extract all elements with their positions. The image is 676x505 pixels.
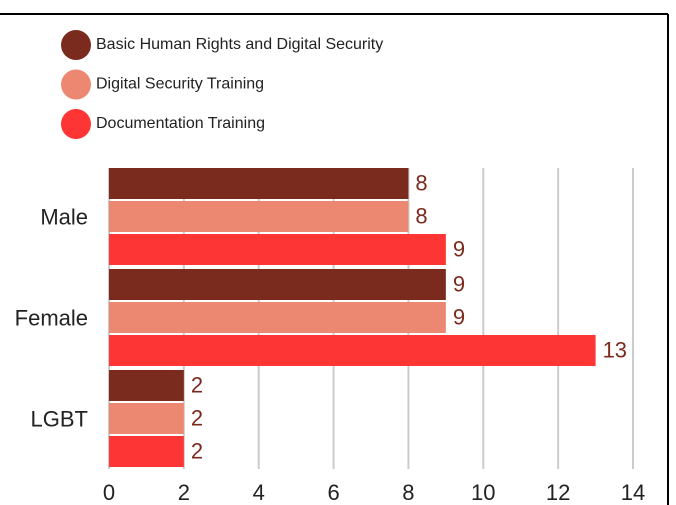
- x-tick-label: 0: [103, 480, 115, 505]
- bar: [109, 436, 184, 467]
- legend-label: Digital Security Training: [96, 76, 264, 93]
- category-label: Female: [15, 305, 88, 330]
- legend-marker: [61, 30, 91, 60]
- bar: [109, 403, 184, 434]
- value-label: 2: [191, 438, 203, 463]
- x-tick-label: 14: [621, 480, 645, 505]
- value-label: 9: [453, 304, 465, 329]
- category-label: LGBT: [31, 406, 88, 431]
- value-label: 13: [603, 337, 627, 362]
- legend-marker: [61, 109, 91, 139]
- bar: [109, 302, 446, 333]
- bar: [109, 370, 184, 401]
- value-label: 8: [415, 203, 427, 228]
- value-label: 8: [415, 170, 427, 195]
- x-tick-label: 8: [402, 480, 414, 505]
- x-tick-label: 10: [471, 480, 495, 505]
- category-label: Male: [40, 204, 88, 229]
- x-tick-label: 6: [327, 480, 339, 505]
- value-label: 2: [191, 405, 203, 430]
- legend-marker: [61, 69, 91, 100]
- value-label: 9: [453, 236, 465, 261]
- legend-label: Basic Human Rights and Digital Security: [96, 36, 383, 53]
- x-tick-label: 2: [178, 480, 190, 505]
- value-label: 2: [191, 372, 203, 397]
- bar: [109, 234, 446, 265]
- x-tick-label: 12: [546, 480, 570, 505]
- x-tick-label: 4: [253, 480, 265, 505]
- bar: [109, 201, 409, 232]
- value-label: 9: [453, 271, 465, 296]
- legend-label: Documentation Training: [96, 115, 265, 132]
- bar: [109, 168, 409, 199]
- bar: [109, 269, 446, 300]
- bar: [109, 335, 596, 366]
